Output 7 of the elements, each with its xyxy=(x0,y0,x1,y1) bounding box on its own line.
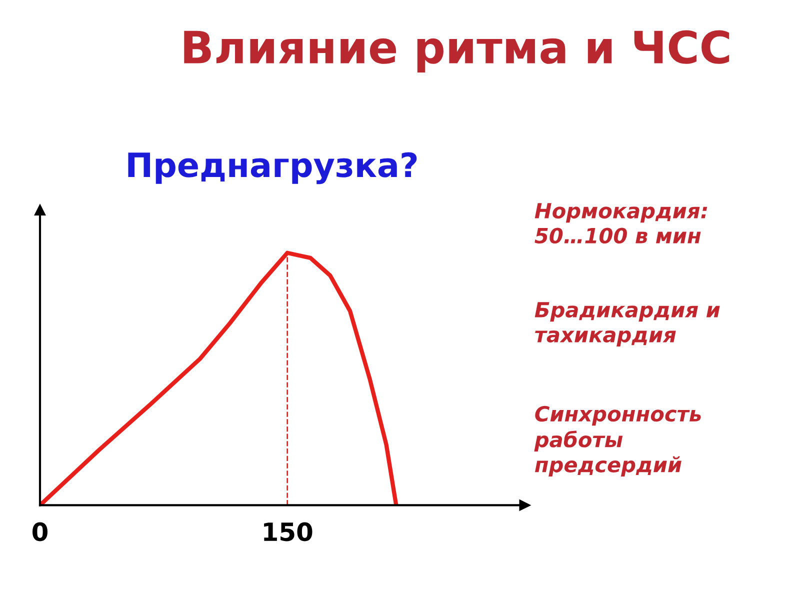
text: Нормокардия: 50…100 в мин xyxy=(534,203,708,244)
chart-subtitle: Преднагрузка? xyxy=(128,152,417,184)
chart-title: Влияние ритма и ЧСС xyxy=(184,30,730,73)
text: Брадикардия и тахикардия xyxy=(534,302,720,347)
x-tick-label: 150 xyxy=(264,522,312,542)
x-tick-label: 0 xyxy=(32,522,48,542)
text: Синхронность работы предсердий xyxy=(534,406,701,476)
